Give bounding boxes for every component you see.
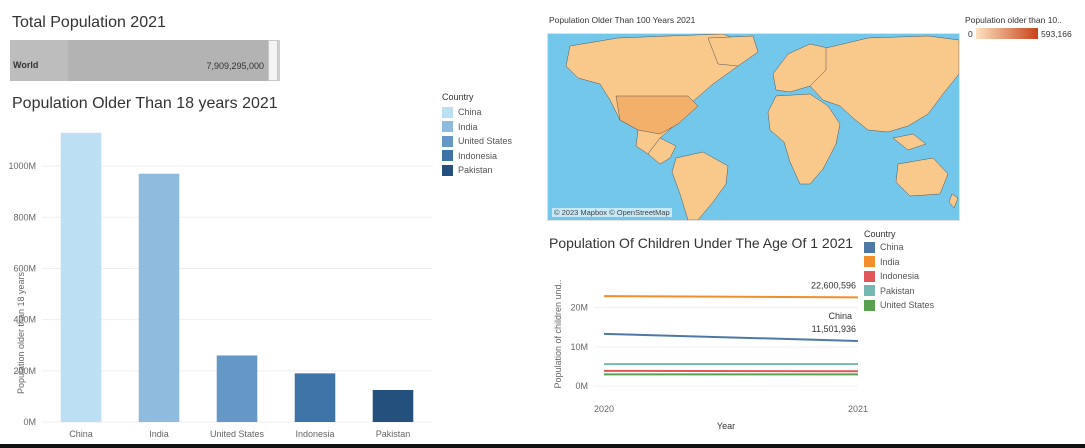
bar-chart-title: Population Older Than 18 years 2021	[12, 95, 278, 112]
bar-legend: Country China India United States Indonesia…	[442, 92, 512, 178]
greenland[interactable]	[707, 35, 759, 67]
bar-chart: Population older than 18 years 0M 200M 400…	[8, 132, 432, 439]
map-legend-gradient	[976, 28, 1038, 39]
south-america[interactable]	[671, 151, 729, 220]
line-annotation-value: 22,600,596	[811, 280, 856, 290]
bar-x-tick-label: Pakistan	[376, 429, 411, 439]
bar-y-tick-label: 800M	[13, 212, 36, 222]
united-states[interactable]	[615, 95, 699, 135]
bar[interactable]	[294, 373, 336, 422]
bar-legend-item[interactable]: China	[442, 105, 512, 120]
total-population-table: World 7,909,295,000	[10, 40, 280, 81]
legend-label: China	[458, 107, 482, 118]
indonesia-region[interactable]	[892, 133, 927, 151]
map-legend-max: 593,166	[1041, 29, 1072, 39]
total-value: 7,909,295,000	[206, 61, 264, 71]
australia[interactable]	[895, 157, 949, 197]
total-population-title: Total Population 2021	[12, 14, 166, 31]
line-legend-item[interactable]: China	[864, 240, 934, 255]
bar-x-tick-label: United States	[210, 429, 265, 439]
legend-label: Pakistan	[458, 165, 493, 176]
bar-y-tick-label: 600M	[13, 263, 36, 273]
legend-swatch	[864, 299, 875, 311]
asia[interactable]	[809, 35, 959, 133]
bar-legend-item[interactable]: United States	[442, 134, 512, 149]
legend-swatch	[864, 285, 875, 297]
bar-y-tick-label: 400M	[13, 315, 36, 325]
legend-label: Pakistan	[880, 285, 915, 296]
bar-legend-item[interactable]: Indonesia	[442, 149, 512, 164]
line-x-tick-label: 2021	[848, 404, 868, 414]
bottom-border	[0, 444, 1085, 448]
line-series[interactable]	[603, 295, 859, 299]
line-x-tick-label: 2020	[594, 404, 614, 414]
bar-y-tick-label: 200M	[13, 366, 36, 376]
legend-label: India	[458, 121, 478, 132]
bar-legend-title: Country	[442, 92, 474, 102]
new-zealand[interactable]	[948, 193, 959, 209]
legend-swatch	[442, 150, 453, 162]
legend-swatch	[442, 135, 453, 147]
legend-label: India	[880, 256, 900, 267]
bar-x-tick-label: India	[149, 429, 169, 439]
legend-swatch	[864, 256, 875, 268]
line-chart: Population of children und.. Year 0M 10M 2…	[553, 276, 868, 431]
line-y-tick-label: 0M	[575, 381, 588, 391]
bar-legend-item[interactable]: Pakistan	[442, 163, 512, 178]
line-series[interactable]	[603, 332, 859, 342]
line-annotation-name: China	[828, 311, 852, 321]
legend-swatch	[864, 270, 875, 282]
legend-label: Indonesia	[458, 150, 498, 161]
bar[interactable]	[60, 132, 102, 422]
line-y-axis-label: Population of children und..	[553, 279, 563, 388]
total-row-header	[10, 40, 68, 81]
bar-y-tick-label: 0M	[23, 417, 36, 427]
total-row-label: World	[13, 60, 39, 70]
map-panel[interactable]: © 2023 Mapbox © OpenStreetMap	[547, 33, 960, 221]
legend-label: China	[880, 242, 904, 253]
legend-label: Indonesia	[880, 271, 920, 282]
bar[interactable]	[216, 355, 258, 422]
line-legend-item[interactable]: Indonesia	[864, 269, 934, 284]
line-legend-title: Country	[864, 229, 896, 239]
bar-x-tick-label: China	[69, 429, 93, 439]
central-america[interactable]	[647, 137, 677, 165]
map-legend-title: Population older than 10..	[965, 15, 1062, 25]
line-legend-item[interactable]: United States	[864, 298, 934, 313]
line-annotation-value: 11,501,936	[812, 324, 856, 334]
line-annotation-name: India	[832, 276, 852, 277]
line-legend-item[interactable]: Pakistan	[864, 284, 934, 299]
bar-y-axis-label: Population older than 18 years	[16, 271, 26, 394]
line-legend: Country China India Indonesia Pakistan Unite…	[864, 229, 934, 313]
bar-y-tick-label: 1000M	[8, 161, 36, 171]
world-map[interactable]	[548, 34, 959, 220]
map-title: Population Older Than 100 Years 2021	[549, 15, 696, 25]
line-y-tick-label: 10M	[570, 342, 588, 352]
map-attribution[interactable]: © 2023 Mapbox © OpenStreetMap	[552, 208, 672, 217]
line-chart-title: Population Of Children Under The Age Of …	[549, 235, 854, 251]
legend-label: United States	[458, 136, 513, 147]
line-y-tick-label: 20M	[570, 303, 588, 313]
line-x-axis-label: Year	[717, 421, 735, 431]
total-scrollbar[interactable]	[268, 40, 278, 81]
map-legend-min: 0	[968, 29, 973, 39]
total-value-bar	[68, 40, 268, 81]
legend-swatch	[864, 241, 875, 253]
legend-swatch	[442, 164, 453, 176]
legend-swatch	[442, 106, 453, 118]
legend-label: United States	[880, 300, 935, 311]
bar-x-tick-label: Indonesia	[295, 429, 334, 439]
bar[interactable]	[138, 173, 180, 422]
bar-legend-item[interactable]: India	[442, 120, 512, 135]
line-legend-item[interactable]: India	[864, 255, 934, 270]
legend-swatch	[442, 121, 453, 133]
bar[interactable]	[372, 390, 414, 422]
africa[interactable]	[767, 93, 841, 185]
